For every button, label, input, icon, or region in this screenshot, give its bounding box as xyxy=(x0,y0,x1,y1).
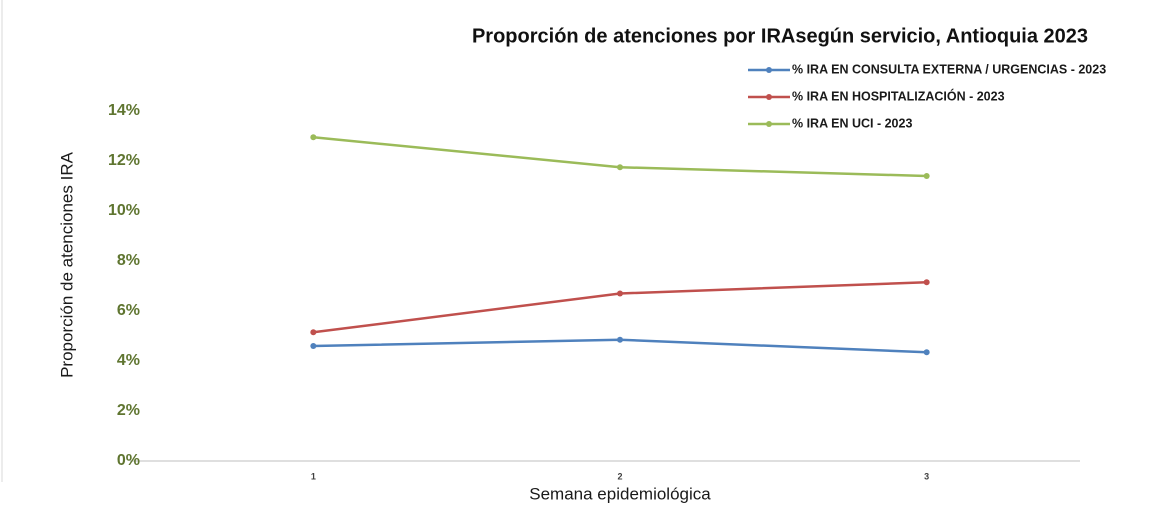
chart-title: Proporción de atenciones por IRAsegún se… xyxy=(472,25,1088,47)
data-point xyxy=(923,173,930,179)
x-tick-label: 3 xyxy=(924,471,929,481)
data-point xyxy=(617,164,623,171)
y-tick-label: 10% xyxy=(108,202,140,219)
x-axis-label: Semana epidemiológica xyxy=(529,484,711,503)
data-point xyxy=(923,349,930,356)
legend-label: % IRA EN HOSPITALIZACIÓN - 2023 xyxy=(792,88,1005,103)
legend-marker xyxy=(766,94,772,100)
y-tick-label: 8% xyxy=(117,252,140,269)
y-tick-label: 6% xyxy=(117,302,140,319)
data-point xyxy=(923,279,930,286)
legend-label: % IRA EN CONSULTA EXTERNA / URGENCIAS - … xyxy=(792,62,1106,76)
x-tick-label: 1 xyxy=(311,471,316,481)
y-tick-label: 14% xyxy=(108,102,140,119)
y-axis-label: Proporción de atenciones IRA xyxy=(57,151,76,378)
series-line xyxy=(313,281,927,334)
legend-marker xyxy=(766,121,772,127)
legend-label: % IRA EN UCI - 2023 xyxy=(792,116,912,130)
data-point xyxy=(310,134,317,141)
data-point xyxy=(310,329,317,336)
data-point xyxy=(310,343,317,349)
data-point xyxy=(617,336,623,343)
legend-marker xyxy=(766,67,772,73)
y-tick-label: 0% xyxy=(117,452,140,469)
y-tick-label: 2% xyxy=(117,402,140,419)
y-tick-label: 12% xyxy=(108,152,140,169)
x-tick-label: 2 xyxy=(617,471,622,481)
data-point xyxy=(617,290,623,297)
y-tick-label: 4% xyxy=(117,352,140,369)
